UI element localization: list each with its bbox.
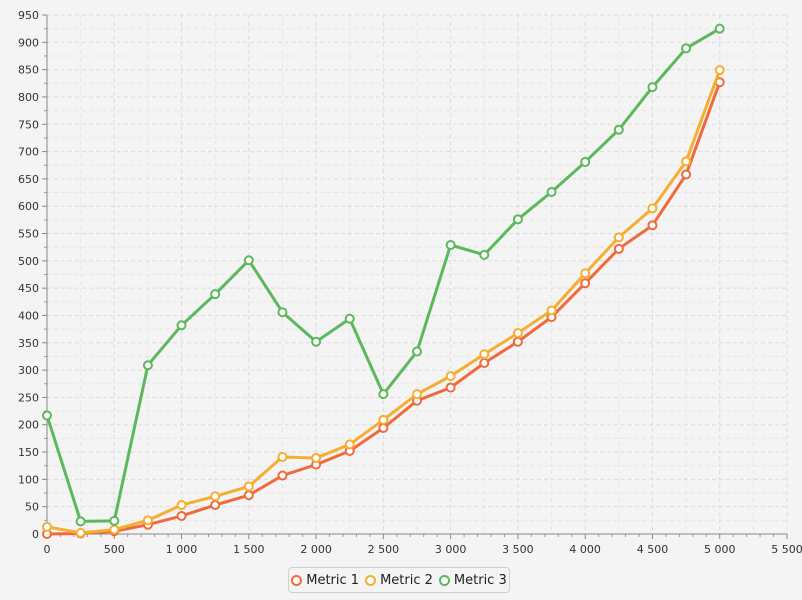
data-point-series-1 [378,423,389,434]
legend-label: Metric 2 [380,572,433,588]
data-point-series-3 [176,320,187,331]
y-tick-label: 50 [25,501,39,514]
data-point-series-3 [546,187,557,198]
data-point-series-2 [479,349,490,360]
y-tick-label: 400 [18,309,39,322]
data-point-series-2 [243,481,254,492]
y-tick-label: 650 [18,173,39,186]
y-tick-label: 300 [18,364,39,377]
x-tick-label: 5 000 [704,543,736,556]
x-tick-label: 1 500 [233,543,265,556]
data-point-series-3 [647,82,658,93]
y-tick-label: 100 [18,473,39,486]
data-point-series-1 [277,470,288,481]
line-chart: 0 50 100 150 200 250 300 350 400 450 500 550 600 650 7… [18,9,802,556]
data-point-series-3 [714,23,725,34]
y-tick-label: 600 [18,200,39,213]
data-point-series-1 [647,220,658,231]
data-point-series-2 [714,65,725,76]
data-point-series-1 [479,358,490,369]
data-point-series-1 [176,510,187,521]
data-point-series-3 [378,389,389,400]
data-point-series-2 [75,527,86,538]
legend-item-2: Metric 2 [365,573,433,588]
y-tick-label: 150 [18,446,39,459]
data-point-series-3 [412,346,422,357]
data-point-series-1 [512,336,523,347]
data-point-series-2 [176,500,187,511]
legend-marker-icon [291,574,303,586]
data-point-series-2 [142,515,153,526]
data-point-series-2 [681,156,692,167]
x-tick-label: 3 000 [435,543,467,556]
data-point-series-2 [647,203,658,214]
x-tick-label: 0 [44,543,51,556]
x-tick-label: 3 500 [502,543,534,556]
data-point-series-3 [277,307,288,318]
legend-marker-icon [438,574,450,586]
data-point-series-2 [210,491,221,502]
data-point-series-3 [210,289,221,300]
data-point-series-1 [445,382,456,393]
legend-item-3: Metric 3 [438,572,507,588]
data-point-series-2 [546,305,557,316]
data-point-series-1 [580,278,591,289]
y-tick-label: 850 [18,64,39,77]
data-point-series-3 [42,410,52,421]
data-point-series-3 [243,255,254,266]
data-point-series-1 [210,500,221,511]
y-tick-label: 950 [18,9,39,22]
data-point-series-2 [344,439,355,450]
data-point-series-2 [412,389,422,400]
legend: Metric 1 Metric 2 Metric 3 [288,567,510,593]
data-point-series-3 [142,360,153,371]
y-tick-label: 550 [18,228,39,241]
y-tick-label: 500 [18,255,39,268]
data-point-series-2 [613,232,624,243]
data-point-series-3 [109,515,120,526]
data-point-series-2 [109,524,120,535]
y-tick-label: 200 [18,419,39,432]
data-point-series-1 [243,490,254,501]
x-tick-label: 4 500 [637,543,669,556]
data-point-series-3 [613,124,624,135]
data-point-series-3 [75,516,86,527]
data-point-series-2 [311,453,322,464]
data-point-series-2 [378,414,389,425]
data-point-series-2 [445,371,456,382]
x-tick-label: 2 000 [300,543,332,556]
data-point-series-3 [344,313,355,324]
x-tick-label: 1 000 [166,543,198,556]
data-point-series-2 [512,327,523,338]
y-tick-label: 450 [18,282,39,295]
data-point-series-1 [613,243,624,254]
data-point-series-2 [277,451,288,462]
x-tick-label: 5 500 [771,543,802,556]
data-point-series-3 [445,239,456,250]
legend-label: Metric 1 [306,572,360,588]
data-point-series-3 [479,249,490,260]
data-point-series-2 [42,521,52,532]
data-point-series-3 [580,156,591,167]
y-tick-label: 350 [18,337,39,350]
data-point-series-3 [311,336,322,347]
y-tick-label: 900 [18,36,39,49]
legend-marker-icon [365,574,377,586]
y-tick-label: 800 [18,91,39,104]
data-point-series-1 [681,169,692,180]
x-tick-label: 500 [104,543,125,556]
y-tick-label: 700 [18,146,39,159]
y-tick-label: 250 [18,391,39,404]
x-tick-label: 2 500 [368,543,400,556]
legend-label: Metric 3 [453,572,507,588]
y-tick-label: 0 [32,528,39,541]
data-point-series-2 [580,268,591,279]
x-tick-label: 4 000 [569,543,601,556]
y-tick-label: 750 [18,118,39,131]
data-point-series-3 [681,43,692,54]
data-point-series-3 [512,214,523,225]
legend-item-1: Metric 1 [291,573,359,588]
